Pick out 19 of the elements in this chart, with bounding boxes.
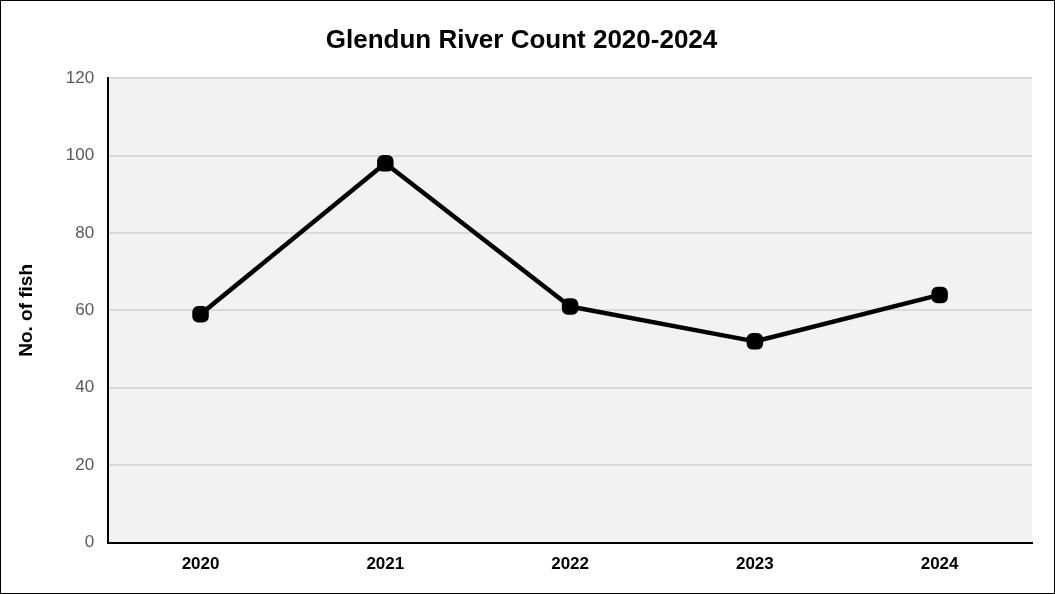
y-tick-label: 40 xyxy=(75,377,95,397)
point xyxy=(561,298,579,315)
y-tick-label: 20 xyxy=(75,454,95,474)
x-tick-label: 2020 xyxy=(181,554,220,574)
y-tick-label: 0 xyxy=(84,532,95,552)
y-axis-title: No. of fish xyxy=(14,263,36,357)
x-tick-label: 2024 xyxy=(920,554,960,574)
point xyxy=(746,333,764,350)
point xyxy=(931,286,948,304)
chart-title: Glendun River Count 2020-2024 xyxy=(325,23,718,54)
x-tick-label: 2021 xyxy=(366,554,405,574)
x-tick-label: 2023 xyxy=(735,554,774,574)
point xyxy=(377,155,394,172)
y-tick-label: 120 xyxy=(65,67,95,87)
y-tick-label: 100 xyxy=(65,145,95,165)
x-tick-label: 2022 xyxy=(551,554,589,574)
point xyxy=(192,306,209,323)
y-tick-label: 80 xyxy=(75,222,95,242)
y-tick-label: 60 xyxy=(75,300,95,320)
